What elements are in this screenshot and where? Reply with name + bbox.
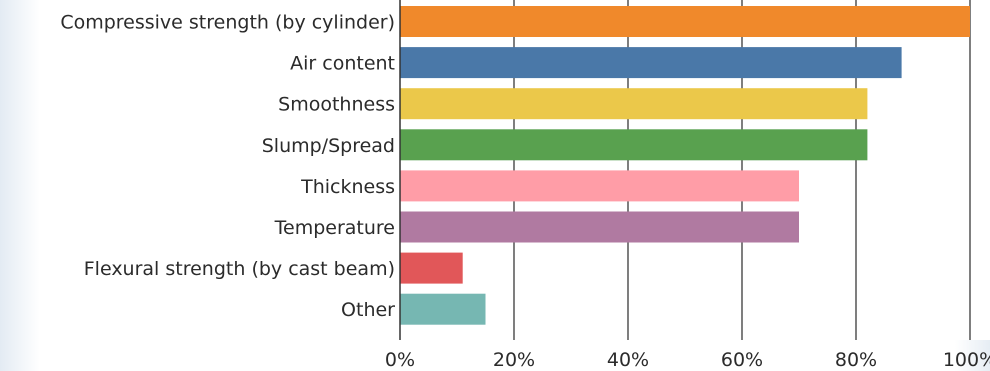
bar-6 <box>400 252 463 284</box>
bar-2 <box>400 88 868 120</box>
bar-4 <box>400 170 799 202</box>
x-tick-label-2: 40% <box>607 349 649 371</box>
bars <box>400 6 970 325</box>
category-label-0: Compressive strength (by cylinder) <box>60 12 395 34</box>
bar-7 <box>400 293 486 325</box>
x-tick-labels: 0% 20% 40% 60% 80% 100% <box>385 349 990 371</box>
category-label-3: Slump/Spread <box>262 135 395 157</box>
category-label-4: Thickness <box>300 176 395 198</box>
bar-5 <box>400 211 799 243</box>
category-label-2: Smoothness <box>278 94 395 116</box>
x-tick-label-5: 100% <box>943 349 990 371</box>
bar-3 <box>400 129 868 161</box>
x-tick-label-1: 20% <box>493 349 535 371</box>
x-tick-label-3: 60% <box>721 349 763 371</box>
x-tick-label-0: 0% <box>385 349 415 371</box>
category-label-5: Temperature <box>274 217 395 239</box>
category-label-6: Flexural strength (by cast beam) <box>84 258 395 280</box>
category-labels: Compressive strength (by cylinder) Air co… <box>60 12 395 322</box>
x-tick-label-4: 80% <box>835 349 877 371</box>
category-label-7: Other <box>341 299 395 321</box>
bar-1 <box>400 47 902 79</box>
bar-0 <box>400 6 970 37</box>
category-label-1: Air content <box>290 53 395 75</box>
